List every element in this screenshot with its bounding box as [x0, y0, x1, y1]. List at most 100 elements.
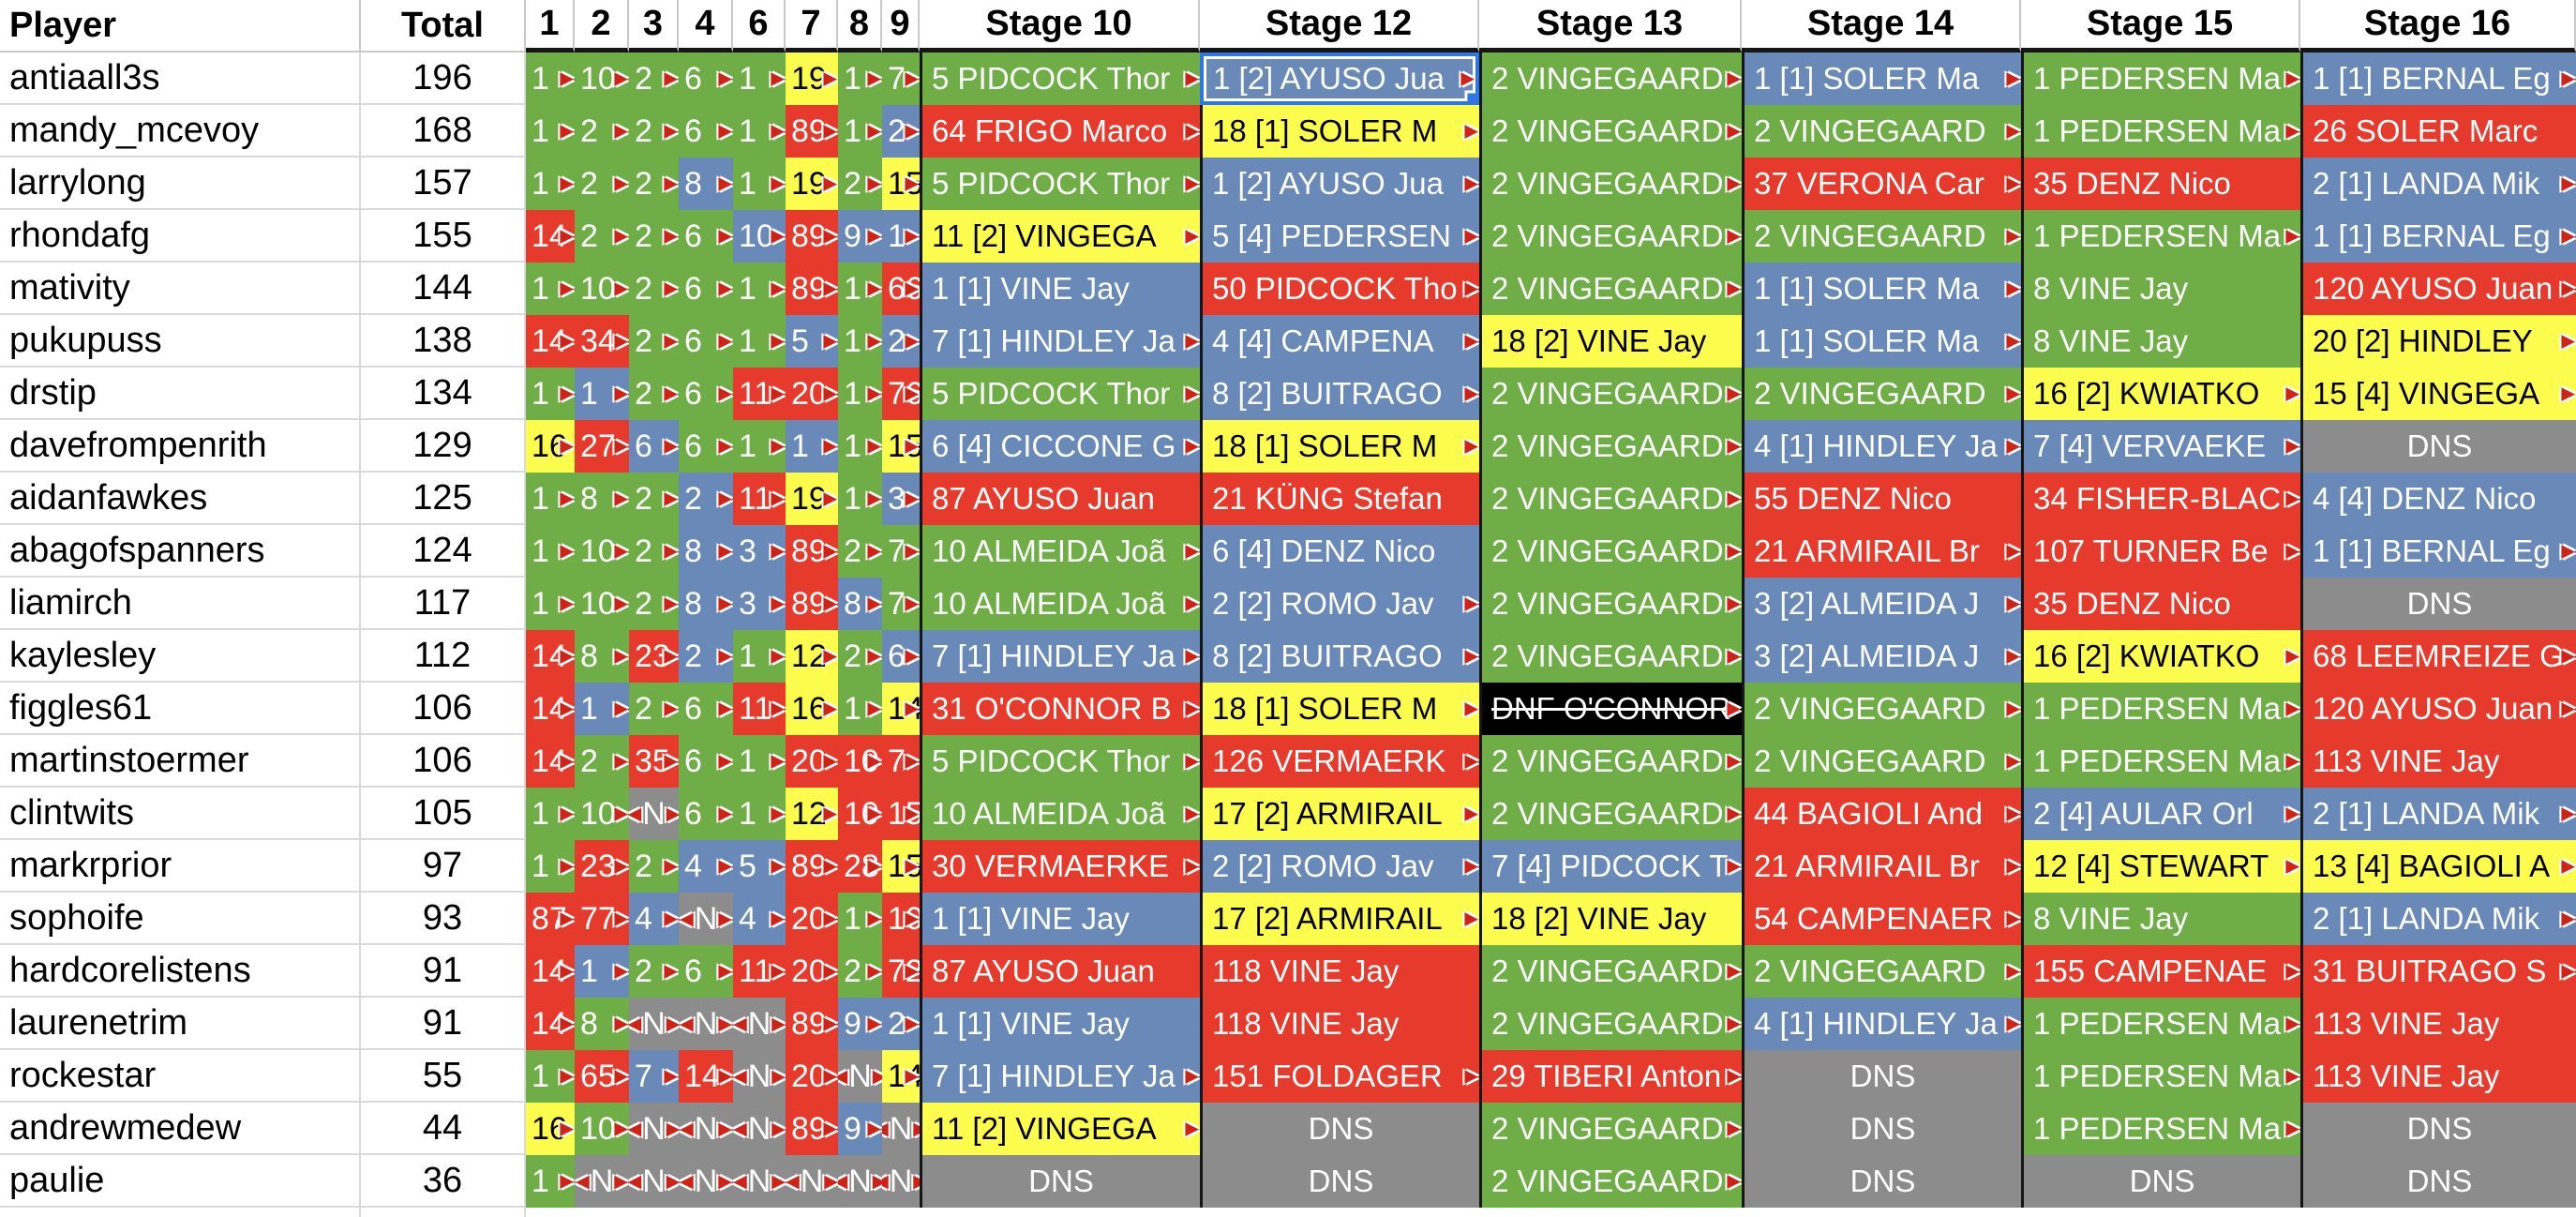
- stage-score-cell[interactable]: 1 ▶: [526, 788, 575, 840]
- stage-result-cell[interactable]: 4 [4] DENZ Nico: [2300, 473, 2576, 525]
- stage-score-cell[interactable]: 1 ▶: [733, 263, 786, 315]
- empty-cell[interactable]: [2021, 1208, 2300, 1217]
- stage-result-cell[interactable]: 16 [2] KWIATKO ▶: [2021, 630, 2300, 683]
- column-header-stage-15[interactable]: Stage 15: [2021, 0, 2300, 53]
- total-score[interactable]: 129: [361, 420, 526, 473]
- stage-result-cell[interactable]: 120 AYUSO Juan ▶: [2300, 263, 2576, 315]
- stage-result-cell[interactable]: 4 [1] HINDLEY Ja ▶: [1742, 998, 2021, 1050]
- stage-score-cell[interactable]: 2 ▶: [838, 630, 882, 683]
- total-score[interactable]: 105: [361, 788, 526, 840]
- total-score[interactable]: 155: [361, 210, 526, 263]
- stage-score-cell[interactable]: 2 ▶: [575, 158, 629, 210]
- column-header-stage-16[interactable]: Stage 16: [2300, 0, 2576, 53]
- stage-score-cell[interactable]: 9 ▶: [838, 210, 882, 263]
- stage-score-cell[interactable]: 10 ▶: [882, 893, 920, 945]
- stage-score-cell[interactable]: 65 ▶: [575, 1050, 629, 1103]
- stage-score-cell[interactable]: ◀N▶: [575, 1155, 629, 1208]
- player-name[interactable]: laurenetrim: [0, 998, 361, 1050]
- stage-score-cell[interactable]: 76 ▶: [882, 368, 920, 420]
- stage-score-cell[interactable]: 2 ▶: [629, 210, 679, 263]
- stage-score-cell[interactable]: 1 ▶: [575, 683, 629, 735]
- stage-result-cell[interactable]: 20 [2] HINDLEY ▶: [2300, 315, 2576, 368]
- stage-score-cell[interactable]: 1 ▶: [575, 368, 629, 420]
- stage-result-cell[interactable]: 68 LEEMREIZE G ▶: [2300, 630, 2576, 683]
- stage-result-cell[interactable]: 87 AYUSO Juan: [920, 945, 1200, 998]
- stage-result-cell[interactable]: 2 [1] LANDA Mik ▶: [2300, 893, 2576, 945]
- stage-result-cell[interactable]: 2 VINGEGAARD ▶: [1479, 525, 1742, 578]
- stage-score-cell[interactable]: ◀N▶: [733, 998, 786, 1050]
- stage-score-cell[interactable]: 2 ▶: [629, 53, 679, 105]
- stage-result-cell[interactable]: 7 [1] HINDLEY Ja ▶: [920, 1050, 1200, 1103]
- stage-score-cell[interactable]: 8 ▶: [838, 578, 882, 630]
- total-score[interactable]: 97: [361, 840, 526, 893]
- stage-score-cell[interactable]: 16 ▶: [786, 683, 838, 735]
- stage-score-cell[interactable]: 8 ▶: [679, 525, 733, 578]
- stage-score-cell[interactable]: ◀N▶: [679, 1155, 733, 1208]
- stage-score-cell[interactable]: 14 ▶: [882, 1050, 920, 1103]
- stage-score-cell[interactable]: 8 ▶: [679, 578, 733, 630]
- stage-result-cell[interactable]: 2 VINGEGAARD ▶: [1742, 683, 2021, 735]
- stage-score-cell[interactable]: 11 ▶: [733, 945, 786, 998]
- stage-result-cell[interactable]: 1 [1] BERNAL Eg ▶: [2300, 525, 2576, 578]
- stage-score-cell[interactable]: 14 ▶: [526, 683, 575, 735]
- stage-result-cell[interactable]: 10 ALMEIDA Joã ▶: [920, 788, 1200, 840]
- stage-result-cell[interactable]: 18 [1] SOLER M ▶: [1200, 105, 1479, 158]
- stage-score-cell[interactable]: 7 ▶: [882, 525, 920, 578]
- stage-score-cell[interactable]: 1 ▶: [733, 788, 786, 840]
- stage-score-cell[interactable]: 6 ▶: [679, 683, 733, 735]
- stage-score-cell[interactable]: 8 ▶: [575, 473, 629, 525]
- stage-score-cell[interactable]: 6 ▶: [629, 420, 679, 473]
- stage-score-cell[interactable]: 6 ▶: [679, 105, 733, 158]
- total-score[interactable]: 144: [361, 263, 526, 315]
- player-name[interactable]: sophoife: [0, 893, 361, 945]
- stage-score-cell[interactable]: 1 ▶: [733, 735, 786, 788]
- stage-score-cell[interactable]: 1 ▶: [838, 473, 882, 525]
- player-name[interactable]: andrewmedew: [0, 1103, 361, 1155]
- stage-score-cell[interactable]: 14 ▶: [526, 735, 575, 788]
- player-name[interactable]: mativity: [0, 263, 361, 315]
- stage-score-cell[interactable]: 2 ▶: [882, 315, 920, 368]
- total-score[interactable]: 91: [361, 945, 526, 998]
- stage-result-cell[interactable]: 1 PEDERSEN Ma ▶: [2021, 735, 2300, 788]
- stage-score-cell[interactable]: 1 ▶: [786, 420, 838, 473]
- stage-score-cell[interactable]: 10 ▶: [575, 578, 629, 630]
- stage-score-cell[interactable]: 3 ▶: [733, 578, 786, 630]
- stage-score-cell[interactable]: 3 ▶: [882, 473, 920, 525]
- stage-result-cell[interactable]: 8 VINE Jay: [2021, 263, 2300, 315]
- total-score[interactable]: 91: [361, 998, 526, 1050]
- stage-score-cell[interactable]: 2 ▶: [629, 525, 679, 578]
- stage-result-cell[interactable]: 1 [1] BERNAL Eg ▶: [2300, 210, 2576, 263]
- stage-score-cell[interactable]: 89 ▶: [786, 578, 838, 630]
- stage-result-cell[interactable]: 113 VINE Jay: [2300, 1050, 2576, 1103]
- stage-score-cell[interactable]: 10 ▶: [838, 788, 882, 840]
- stage-result-cell[interactable]: 3 [2] ALMEIDA J ▶: [1742, 578, 2021, 630]
- stage-score-cell[interactable]: 10 ▶: [838, 735, 882, 788]
- stage-result-cell[interactable]: 1 [1] VINE Jay: [920, 998, 1200, 1050]
- stage-result-cell[interactable]: 35 DENZ Nico: [2021, 578, 2300, 630]
- column-header-stage-14[interactable]: Stage 14: [1742, 0, 2021, 53]
- player-name[interactable]: pukupuss: [0, 315, 361, 368]
- stage-result-cell[interactable]: 13 [4] BAGIOLI A ▶: [2300, 840, 2576, 893]
- stage-score-cell[interactable]: ◀N▶: [882, 1155, 920, 1208]
- stage-score-cell[interactable]: 89 ▶: [786, 105, 838, 158]
- stage-result-cell[interactable]: DNS: [1200, 1155, 1479, 1208]
- stage-result-cell[interactable]: 5 [4] PEDERSEN ▶: [1200, 210, 1479, 263]
- stage-score-cell[interactable]: 1 ▶: [838, 420, 882, 473]
- selection-fill-handle[interactable]: [1464, 90, 1475, 101]
- stage-score-cell[interactable]: 2 ▶: [882, 105, 920, 158]
- stage-score-cell[interactable]: 15 ▶: [882, 840, 920, 893]
- stage-result-cell[interactable]: 113 VINE Jay: [2300, 998, 2576, 1050]
- stage-result-cell[interactable]: 1 PEDERSEN Ma ▶: [2021, 998, 2300, 1050]
- stage-result-cell[interactable]: 34 FISHER-BLAC ▶: [2021, 473, 2300, 525]
- stage-result-cell[interactable]: 18 [1] SOLER M ▶: [1200, 420, 1479, 473]
- stage-score-cell[interactable]: 1 ▶: [838, 683, 882, 735]
- stage-result-cell[interactable]: 5 PIDCOCK Thor ▶: [920, 53, 1200, 105]
- stage-result-cell[interactable]: 16 [2] KWIATKO ▶: [2021, 368, 2300, 420]
- total-score[interactable]: 93: [361, 893, 526, 945]
- total-score[interactable]: 106: [361, 735, 526, 788]
- stage-score-cell[interactable]: ◀N▶: [679, 893, 733, 945]
- stage-score-cell[interactable]: ◀N▶: [629, 1103, 679, 1155]
- stage-score-cell[interactable]: 20 ▶: [786, 1050, 838, 1103]
- stage-result-cell[interactable]: 1 PEDERSEN Ma ▶: [2021, 683, 2300, 735]
- stage-score-cell[interactable]: 3 ▶: [733, 525, 786, 578]
